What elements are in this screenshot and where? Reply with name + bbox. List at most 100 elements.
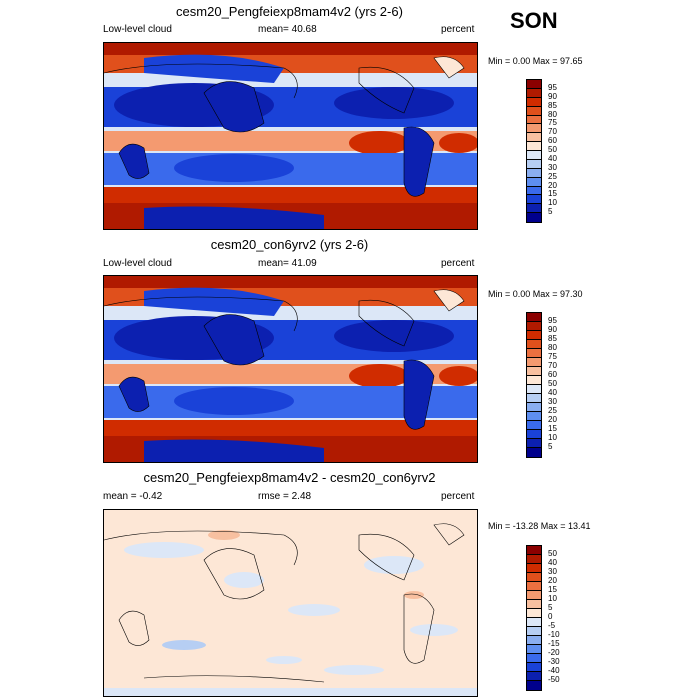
panel-3-map: [103, 509, 478, 697]
panel-1-map: [103, 42, 478, 230]
colorbar-tick-label: 50: [548, 145, 557, 154]
colorbar-box: [527, 555, 541, 564]
colorbar-tick-label: -40: [548, 666, 560, 675]
colorbar-box: [527, 367, 541, 376]
panel-1-variable-label: Low-level cloud: [103, 24, 172, 35]
colorbar-box: [527, 358, 541, 367]
colorbar-tick-label: -5: [548, 621, 556, 630]
colorbar-box: [527, 681, 541, 690]
colorbar-box: [527, 80, 541, 89]
colorbar-box: [527, 672, 541, 681]
colorbar-box: [527, 439, 541, 448]
colorbar-tick-label: 15: [548, 189, 557, 199]
colorbar-tick-label: 75: [548, 352, 557, 361]
panel-3-map-field: [104, 510, 477, 696]
panel-2-map: [103, 275, 478, 463]
panel-1-map-field: [104, 43, 477, 229]
colorbar-box: [527, 186, 541, 196]
panel-1-title: cesm20_Pengfeiexp8mam4v2 (yrs 2-6): [176, 4, 403, 19]
colorbar-tick-label: -10: [548, 630, 560, 639]
colorbar-box: [527, 564, 541, 573]
colorbar-box: [527, 151, 541, 160]
colorbar-tick-label: 25: [548, 406, 557, 415]
panel-2-colorbar: [526, 312, 542, 458]
colorbar-tick-label: 5: [548, 207, 553, 217]
colorbar-tick-label: 90: [548, 91, 557, 101]
colorbar-box: [527, 195, 541, 205]
colorbar-tick-label: 15: [548, 585, 557, 594]
colorbar-box: [527, 115, 541, 125]
colorbar-box: [527, 618, 541, 627]
panel-1-minmax: Min = 0.00 Max = 97.65: [488, 56, 583, 66]
colorbar-box: [527, 159, 541, 169]
colorbar-box: [527, 394, 541, 403]
panel-2-map-field: [104, 276, 477, 462]
colorbar-box: [527, 88, 541, 98]
panel-3-minmax: Min = -13.28 Max = 13.41: [488, 521, 591, 531]
colorbar-tick-label: 40: [548, 558, 557, 567]
colorbar-tick-label: 80: [548, 109, 557, 119]
colorbar-box: [527, 385, 541, 394]
colorbar-tick-label: 5: [548, 442, 553, 451]
colorbar-tick-label: 95: [548, 82, 557, 92]
colorbar-tick-label: -30: [548, 657, 560, 666]
colorbar-box: [527, 331, 541, 340]
colorbar-tick-label: 85: [548, 100, 557, 110]
colorbar-tick-label: 0: [548, 612, 553, 621]
colorbar-box: [527, 582, 541, 591]
colorbar-tick-label: 20: [548, 415, 557, 424]
colorbar-box: [527, 600, 541, 609]
panel-2-variable-label: Low-level cloud: [103, 258, 172, 269]
colorbar-box: [527, 213, 541, 222]
colorbar-tick-label: 20: [548, 180, 557, 190]
colorbar-tick-label: 75: [548, 118, 557, 128]
panel-1-colorbar: [526, 79, 542, 223]
colorbar-tick-label: 50: [548, 379, 557, 388]
colorbar-box: [527, 340, 541, 349]
colorbar-box: [527, 168, 541, 178]
panel-2-units-label: percent: [441, 258, 475, 269]
colorbar-box: [527, 636, 541, 645]
panel-2-minmax: Min = 0.00 Max = 97.30: [488, 289, 583, 299]
season-label: SON: [510, 8, 558, 33]
colorbar-box: [527, 133, 541, 143]
colorbar-tick-label: 10: [548, 594, 557, 603]
colorbar-box: [527, 412, 541, 421]
colorbar-tick-label: 70: [548, 361, 557, 370]
colorbar-box: [527, 403, 541, 412]
colorbar-tick-label: 70: [548, 127, 557, 137]
colorbar-tick-label: 5: [548, 603, 553, 612]
colorbar-box: [527, 177, 541, 187]
panel-3-title: cesm20_Pengfeiexp8mam4v2 - cesm20_con6yr…: [143, 470, 436, 485]
colorbar-tick-label: 40: [548, 153, 557, 163]
colorbar-tick-label: 90: [548, 325, 557, 334]
colorbar-tick-label: 80: [548, 343, 557, 352]
colorbar-tick-label: 10: [548, 198, 557, 208]
colorbar-box: [527, 313, 541, 322]
panel-1-units-label: percent: [441, 24, 475, 35]
colorbar-tick-label: 30: [548, 397, 557, 406]
colorbar-tick-label: 30: [548, 567, 557, 576]
panel-2-mean-label: mean= 41.09: [258, 258, 317, 269]
colorbar-tick-label: 50: [548, 549, 557, 558]
colorbar-tick-label: 15: [548, 424, 557, 433]
colorbar-tick-label: 60: [548, 370, 557, 379]
colorbar-tick-label: 10: [548, 433, 557, 442]
colorbar-box: [527, 645, 541, 654]
colorbar-box: [527, 421, 541, 430]
colorbar-tick-label: 85: [548, 334, 557, 343]
colorbar-box: [527, 430, 541, 439]
colorbar-box: [527, 376, 541, 385]
colorbar-tick-label: 40: [548, 388, 557, 397]
colorbar-box: [527, 349, 541, 358]
panel-3-units-label: percent: [441, 491, 475, 502]
colorbar-box: [527, 322, 541, 331]
colorbar-tick-label: -15: [548, 639, 560, 648]
colorbar-tick-label: 20: [548, 576, 557, 585]
colorbar-box: [527, 609, 541, 618]
colorbar-tick-label: 60: [548, 136, 557, 146]
colorbar-box: [527, 124, 541, 134]
panel-3-rmse-label: rmse = 2.48: [258, 491, 312, 502]
colorbar-tick-label: -20: [548, 648, 560, 657]
colorbar-box: [527, 546, 541, 555]
